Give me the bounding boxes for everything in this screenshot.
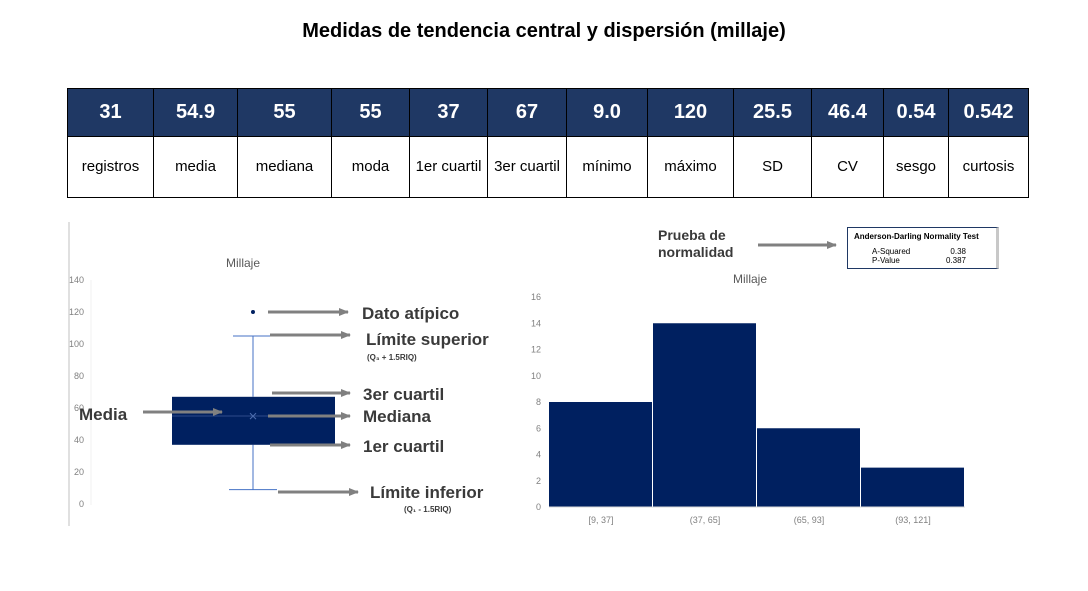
a-squared-value: 0.38 <box>950 247 966 256</box>
p-value-value: 0.387 <box>945 256 966 265</box>
histogram-x-ticks: [9, 37] (37, 65] (65, 93] (93, 121] <box>588 515 930 525</box>
histogram-bar <box>653 323 756 507</box>
histogram-y-tick: 6 <box>536 423 541 433</box>
stat-value: 0.542 <box>948 88 1029 137</box>
boxplot-y-tick: 120 <box>69 307 84 317</box>
p-value-label: P-Value <box>872 256 900 265</box>
annotation-upper-formula: (Q₃ + 1.5RIQ) <box>367 353 417 362</box>
stat-label: máximo <box>647 136 734 198</box>
stat-value: 46.4 <box>811 88 884 137</box>
histogram-bars <box>549 323 965 508</box>
boxplot-title: Millaje <box>226 256 260 270</box>
annotation-normality-line2: normalidad <box>658 244 733 260</box>
iqr-box <box>172 396 335 445</box>
stat-value: 120 <box>647 88 734 137</box>
normality-test-title: Anderson-Darling Normality Test <box>854 232 979 241</box>
annotation-arrows <box>143 241 837 496</box>
histogram-y-tick: 14 <box>531 318 541 328</box>
boxplot-y-tick: 20 <box>74 467 84 477</box>
stat-label: media <box>153 136 238 198</box>
boxplot <box>172 310 335 491</box>
stat-label: mínimo <box>566 136 648 198</box>
histogram-y-tick: 16 <box>531 292 541 302</box>
histogram-y-tick: 10 <box>531 371 541 381</box>
stat-label: CV <box>811 136 884 198</box>
stat-value: 25.5 <box>733 88 812 137</box>
histogram-bar <box>861 467 964 507</box>
stat-label: moda <box>331 136 410 198</box>
histogram-y-tick: 0 <box>536 502 541 512</box>
stat-value: 55 <box>237 88 332 137</box>
boxplot-y-ticks: 0 20 40 60 80 100 120 140 <box>69 275 84 509</box>
boxplot-y-tick: 100 <box>69 339 84 349</box>
boxplot-y-tick: 60 <box>74 403 84 413</box>
stat-label: 1er cuartil <box>409 136 488 198</box>
annotation-mean: Media <box>79 405 128 424</box>
histogram-y-tick: 12 <box>531 345 541 355</box>
normality-test-box: Anderson-Darling Normality Test A-Square… <box>847 227 999 269</box>
stat-label: SD <box>733 136 812 198</box>
stat-label: sesgo <box>883 136 949 198</box>
boxplot-y-tick: 80 <box>74 371 84 381</box>
stat-label: curtosis <box>948 136 1029 198</box>
page-title: Medidas de tendencia central y dispersió… <box>302 20 786 42</box>
a-squared-label: A-Squared <box>872 247 911 256</box>
outlier-point <box>251 310 255 314</box>
annotation-lower: Límite inferior <box>370 483 484 502</box>
annotation-normality-line1: Prueba de <box>658 227 726 243</box>
histogram-bar <box>549 402 652 507</box>
stats-table: 31 54.9 55 55 37 67 9.0 120 25.5 46.4 0.54 0.542 re… <box>67 88 1029 198</box>
boxplot-y-tick: 140 <box>69 275 84 285</box>
annotation-upper: Límite superior <box>366 330 489 349</box>
stat-label: registros <box>67 136 154 198</box>
annotation-outlier: Dato atípico <box>362 304 459 323</box>
histogram-title: Millaje <box>733 272 767 286</box>
stat-value: 37 <box>409 88 488 137</box>
mean-marker <box>249 412 257 420</box>
stat-value: 9.0 <box>566 88 648 137</box>
histogram-x-tick: (37, 65] <box>690 515 721 525</box>
histogram-x-tick: [9, 37] <box>588 515 613 525</box>
stat-value: 55 <box>331 88 410 137</box>
boxplot-y-tick: 40 <box>74 435 84 445</box>
stat-value: 0.54 <box>883 88 949 137</box>
histogram-y-tick: 8 <box>536 397 541 407</box>
histogram-x-tick: (93, 121] <box>895 515 931 525</box>
stat-label: mediana <box>237 136 332 198</box>
histogram-y-tick: 2 <box>536 476 541 486</box>
annotation-q3: 3er cuartil <box>363 385 444 404</box>
annotation-q1: 1er cuartil <box>363 437 444 456</box>
histogram-y-tick: 4 <box>536 450 541 460</box>
boxplot-y-tick: 0 <box>79 499 84 509</box>
stat-label: 3er cuartil <box>487 136 567 198</box>
stat-value: 54.9 <box>153 88 238 137</box>
annotation-median: Mediana <box>363 407 432 426</box>
histogram-x-tick: (65, 93] <box>794 515 825 525</box>
histogram-y-ticks: 0 2 4 6 8 10 12 14 16 <box>531 292 541 512</box>
annotation-lower-formula: (Q₁ - 1.5RIQ) <box>404 505 452 514</box>
histogram-bar <box>757 428 860 507</box>
